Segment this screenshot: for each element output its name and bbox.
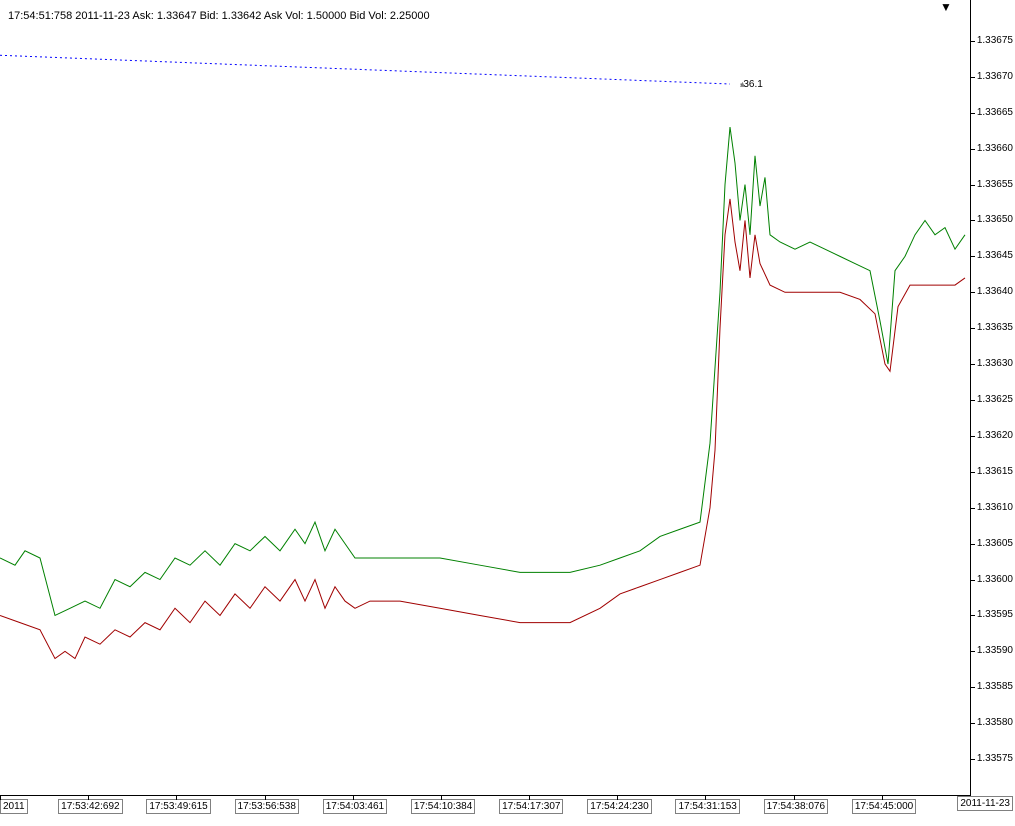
x-axis-tick (705, 795, 706, 800)
y-axis-tick (970, 185, 975, 186)
y-axis-tick (970, 77, 975, 78)
y-axis-tick (970, 651, 975, 652)
y-axis-label: 1.33650 (977, 214, 1013, 225)
y-axis-tick (970, 41, 975, 42)
y-axis-tick (970, 292, 975, 293)
x-axis-label: 17:54:45:000 (852, 799, 916, 814)
y-axis-label: 1.33660 (977, 143, 1013, 154)
y-axis-label: 1.33600 (977, 574, 1013, 585)
y-axis-tick (970, 615, 975, 616)
top-marker-icon: ▼ (940, 0, 952, 14)
y-axis-label: 1.33655 (977, 179, 1013, 190)
y-axis-label: 1.33635 (977, 322, 1013, 333)
price-annotation: ▴ -36.1 (740, 79, 763, 90)
x-axis-tick (0, 795, 1, 800)
x-axis-tick (265, 795, 266, 800)
y-axis-tick (970, 580, 975, 581)
y-axis-tick (970, 472, 975, 473)
y-axis-tick (970, 436, 975, 437)
y-axis: 1.33575 1.33580 1.33585 1.33590 1.33595 1.336… (970, 0, 1015, 795)
y-axis-label: 1.33640 (977, 286, 1013, 297)
annotation-marker-icon: ▴ (740, 79, 745, 90)
y-axis-label: 1.33590 (977, 645, 1013, 656)
chart-svg (0, 0, 970, 795)
y-axis-label: 1.33620 (977, 430, 1013, 441)
y-axis-label: 1.33585 (977, 681, 1013, 692)
x-axis-label: 17:54:31:153 (675, 799, 739, 814)
x-axis-label: 17:54:38:076 (764, 799, 828, 814)
y-axis-label: 1.33665 (977, 107, 1013, 118)
y-axis-label: 1.33675 (977, 35, 1013, 46)
y-axis-tick (970, 687, 975, 688)
x-axis-tick (617, 795, 618, 800)
x-axis-label: 17:54:03:461 (323, 799, 387, 814)
y-axis-label: 1.33605 (977, 538, 1013, 549)
x-axis-tick (441, 795, 442, 800)
y-axis-tick (970, 544, 975, 545)
y-axis-label: 1.33645 (977, 250, 1013, 261)
x-axis-label: 17:54:24:230 (587, 799, 651, 814)
x-axis-tick (794, 795, 795, 800)
y-axis-tick (970, 364, 975, 365)
y-axis-tick (970, 328, 975, 329)
y-axis-tick (970, 220, 975, 221)
y-axis-tick (970, 113, 975, 114)
x-axis-label: 2011 (0, 799, 28, 814)
x-axis-tick (529, 795, 530, 800)
y-axis-label: 1.33670 (977, 71, 1013, 82)
x-axis: 2011 17:53:42:692 17:53:49:615 17:53:56:538… (0, 796, 970, 826)
x-axis-label: 17:54:10:384 (411, 799, 475, 814)
y-axis-label: 1.33615 (977, 466, 1013, 477)
y-axis-label: 1.33610 (977, 502, 1013, 513)
y-axis-tick (970, 149, 975, 150)
x-axis-date-label: 2011-11-23 (957, 796, 1013, 811)
y-axis-label: 1.33575 (977, 753, 1013, 764)
y-axis-tick (970, 256, 975, 257)
x-axis-label: 17:53:49:615 (146, 799, 210, 814)
y-axis-tick (970, 759, 975, 760)
y-axis-label: 1.33630 (977, 358, 1013, 369)
x-axis-tick (88, 795, 89, 800)
x-axis-label: 17:53:56:538 (235, 799, 299, 814)
y-axis-label: 1.33595 (977, 609, 1013, 620)
y-axis-tick (970, 723, 975, 724)
x-axis-label: 17:54:17:307 (499, 799, 563, 814)
y-axis-tick (970, 400, 975, 401)
x-axis-label: 17:53:42:692 (58, 799, 122, 814)
x-axis-tick (882, 795, 883, 800)
y-axis-label: 1.33625 (977, 394, 1013, 405)
chart-plot-area[interactable]: 17:54:51:758 2011-11-23 Ask: 1.33647 Bid… (0, 0, 971, 796)
y-axis-tick (970, 508, 975, 509)
x-axis-tick (353, 795, 354, 800)
y-axis-label: 1.33580 (977, 717, 1013, 728)
x-axis-tick (176, 795, 177, 800)
